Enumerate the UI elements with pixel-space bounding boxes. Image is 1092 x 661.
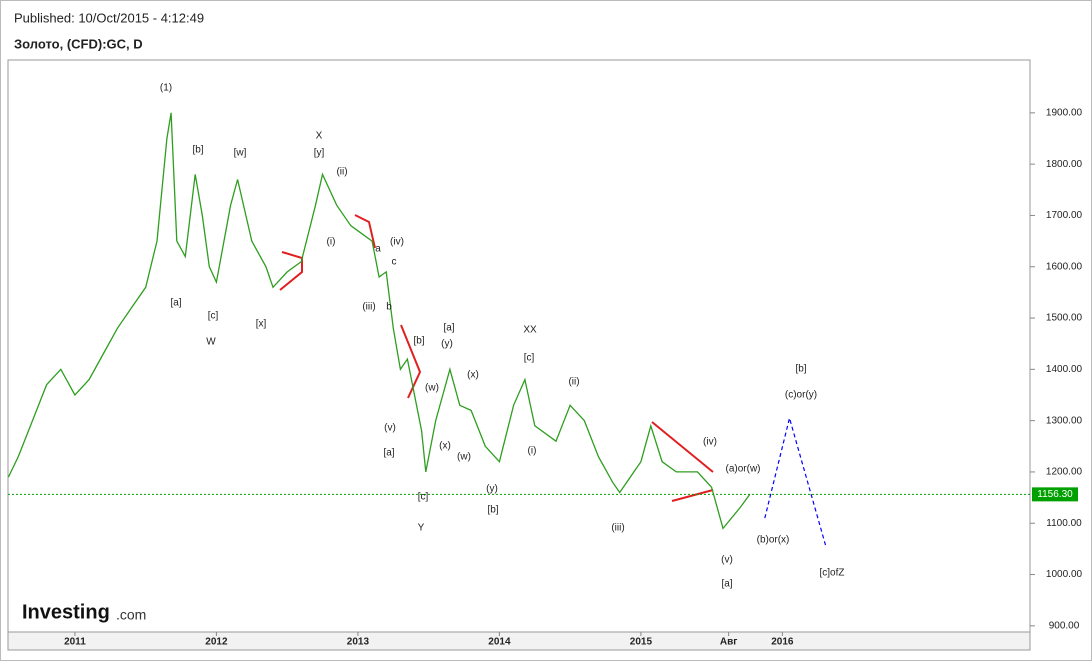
forecast-line [764, 415, 827, 549]
x-tick-label: 2015 [630, 637, 653, 648]
wave-label: (v) [721, 555, 733, 566]
x-tick-label: 2014 [488, 637, 511, 648]
wave-label: (x) [439, 441, 451, 452]
wave-label: X [316, 131, 323, 142]
wave-label: (iv) [390, 237, 404, 248]
wave-label: [a] [721, 579, 732, 590]
wave-label: Y [418, 523, 425, 534]
wave-label: [c] [208, 311, 219, 322]
wave-label: (1) [160, 83, 172, 94]
trendlines [279, 214, 714, 502]
wave-label: [x] [256, 319, 267, 330]
price-line [7, 112, 751, 530]
y-tick-label: 1100.00 [1046, 518, 1082, 529]
x-tick-label: 2012 [205, 637, 228, 648]
wave-label: (iv) [703, 437, 717, 448]
x-tick-label: 2011 [64, 637, 86, 648]
chart-title: Published: 10/Oct/2015 - 4:12:49 [14, 10, 204, 25]
y-tick-label: 1200.00 [1046, 467, 1083, 478]
x-tick-label: 2016 [771, 637, 794, 648]
y-tick-label: 1000.00 [1046, 569, 1083, 580]
wave-label: a [375, 244, 381, 255]
trendline [354, 214, 376, 249]
wave-label: [b] [413, 336, 424, 347]
trendline [400, 324, 422, 399]
wave-label: (ii) [336, 167, 347, 178]
y-tick-label: 1700.00 [1046, 210, 1083, 221]
wave-label: XX [523, 325, 537, 336]
y-tick-label: 1500.00 [1046, 313, 1083, 324]
y-tick-label: 1400.00 [1046, 364, 1083, 375]
trendline [651, 421, 714, 473]
wave-label: [w] [234, 148, 247, 159]
logo-suffix: .com [116, 607, 146, 623]
wave-label: [b] [192, 145, 203, 156]
wave-label: [a] [170, 298, 181, 309]
wave-label: (i) [327, 237, 336, 248]
x-tick-label: Авг [720, 637, 738, 648]
last-price-box [1032, 487, 1078, 502]
wave-label: [b] [795, 364, 806, 375]
wave-label: (iii) [611, 523, 624, 534]
wave-label: (y) [486, 484, 498, 495]
wave-label: (iii) [362, 302, 375, 313]
logo: Investing [22, 601, 110, 623]
wave-label: c [392, 257, 397, 268]
y-tick-label: 900.00 [1049, 620, 1080, 631]
x-axis-strip [7, 631, 1031, 651]
last-price-label: 1156.30 [1037, 489, 1073, 500]
wave-label: b [386, 302, 392, 313]
wave-label: [a] [383, 448, 394, 459]
wave-label: (a)or(w) [726, 464, 761, 475]
y-tick-label: 1600.00 [1046, 261, 1083, 272]
wave-label: W [206, 337, 216, 348]
wave-label: [c] [418, 492, 429, 503]
wave-label: (w) [457, 452, 471, 463]
y-tick-label: 1300.00 [1046, 415, 1083, 426]
wave-label: (x) [467, 370, 479, 381]
wave-label: [y] [314, 148, 325, 159]
y-tick-label: 1900.00 [1046, 107, 1083, 118]
wave-label: (i) [528, 446, 537, 457]
chart-subtitle: Золото, (CFD):GC, D [14, 36, 143, 51]
trendline [671, 489, 714, 502]
wave-label: (ii) [568, 377, 579, 388]
trendline [279, 251, 303, 291]
wave-label: (c)or(y) [785, 390, 817, 401]
wave-label: (b)or(x) [757, 535, 790, 546]
wave-label: [b] [487, 505, 498, 516]
y-tick-label: 1800.00 [1046, 159, 1083, 170]
x-tick-label: 2013 [347, 637, 370, 648]
wave-label: [c] [524, 353, 535, 364]
wave-label: [c]ofZ [819, 568, 844, 579]
wave-label: [a] [443, 323, 454, 334]
wave-label: (y) [441, 339, 453, 350]
wave-label: (v) [384, 423, 396, 434]
wave-label: (w) [425, 383, 439, 394]
